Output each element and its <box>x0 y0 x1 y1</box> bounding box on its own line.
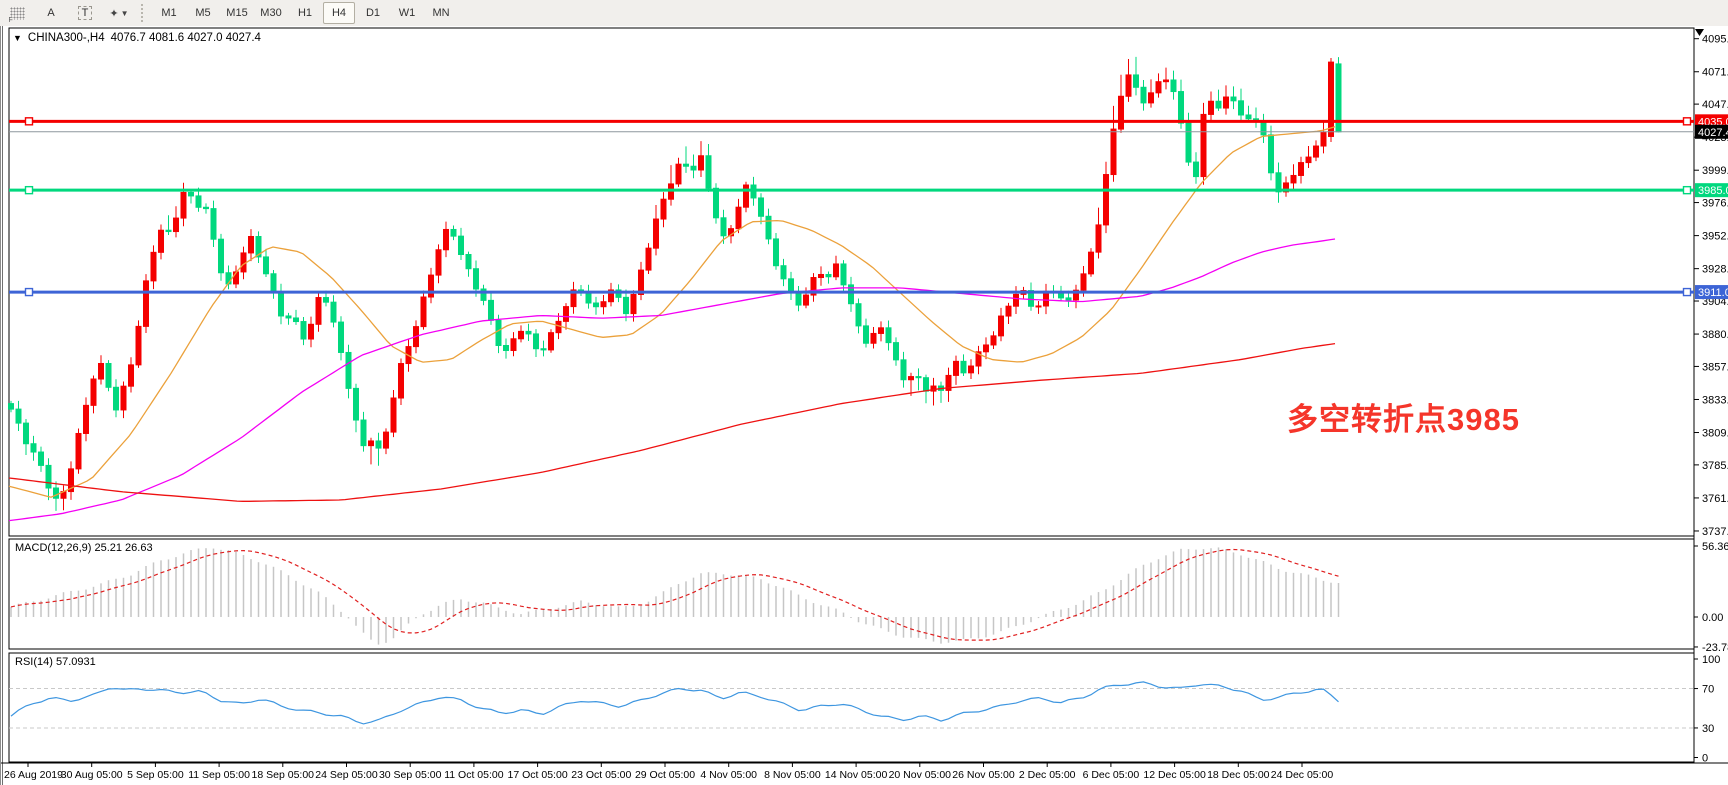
timeframe-button-m5[interactable]: M5 <box>195 7 211 19</box>
svg-text:17 Oct 05:00: 17 Oct 05:00 <box>508 769 568 781</box>
svg-text:4 Nov 05:00: 4 Nov 05:00 <box>700 769 757 781</box>
text-tool-button[interactable]: T <box>69 2 101 24</box>
ma-mid-line <box>8 238 1336 522</box>
macd-panel: 56.36 0.00 -23.78 <box>10 541 1728 654</box>
svg-text:14 Nov 05:00: 14 Nov 05:00 <box>825 769 888 781</box>
svg-text:18 Sep 05:00: 18 Sep 05:00 <box>252 769 315 781</box>
cursor-a-button[interactable]: A <box>35 2 67 24</box>
svg-text:3999.5: 3999.5 <box>1702 165 1728 177</box>
price-scale-marker-icon[interactable] <box>1695 29 1704 36</box>
svg-text:11 Oct 05:00: 11 Oct 05:00 <box>444 769 504 781</box>
chart-canvas[interactable]: 4095.04071.04047.54023.53999.53976.03952… <box>1 26 1728 785</box>
svg-text:30: 30 <box>1702 723 1714 735</box>
svg-text:0: 0 <box>1702 753 1708 765</box>
svg-text:30 Aug 05:00: 30 Aug 05:00 <box>61 769 123 781</box>
svg-text:3985.0: 3985.0 <box>1698 185 1728 197</box>
svg-text:56.36: 56.36 <box>1702 541 1728 553</box>
svg-text:0.00: 0.00 <box>1702 612 1723 624</box>
svg-text:100: 100 <box>1702 654 1720 666</box>
price-axis: 4095.04071.04047.54023.53999.53976.03952… <box>1694 34 1728 538</box>
svg-text:30 Sep 05:00: 30 Sep 05:00 <box>379 769 442 781</box>
macd-indicator-label: MACD(12,26,9) 25.21 26.63 <box>15 542 153 554</box>
dots-grid-icon: F <box>8 6 25 24</box>
rsi-indicator-label: RSI(14) 57.0931 <box>15 656 96 668</box>
svg-text:5 Sep 05:00: 5 Sep 05:00 <box>127 769 184 781</box>
svg-text:11 Sep 05:00: 11 Sep 05:00 <box>188 769 250 781</box>
svg-text:3976.0: 3976.0 <box>1702 198 1728 210</box>
macd-signal-line <box>10 548 1339 641</box>
timeframe-button-d1[interactable]: D1 <box>365 7 381 19</box>
timeframe-button-m1[interactable]: M1 <box>161 7 177 19</box>
svg-text:3952.0: 3952.0 <box>1702 231 1728 243</box>
timeframe-buttons: M1 M5 M15 M30 H1 H4 D1 W1 MN <box>152 0 458 26</box>
toolbar: F A T ✦ ▼ M1 M5 M15 M30 H1 H4 D1 W1 MN <box>0 0 1728 27</box>
svg-text:24 Dec 05:00: 24 Dec 05:00 <box>1271 769 1334 781</box>
svg-text:2 Dec 05:00: 2 Dec 05:00 <box>1019 769 1076 781</box>
svg-text:20 Nov 05:00: 20 Nov 05:00 <box>889 769 952 781</box>
timeframe-button-h1[interactable]: H1 <box>297 7 313 19</box>
chart-grid-icon[interactable]: F <box>1 2 33 24</box>
svg-text:23 Oct 05:00: 23 Oct 05:00 <box>571 769 631 781</box>
chart-title-symbol: CHINA300-,H4 <box>27 32 105 44</box>
chart-title: ▼ CHINA300-,H4 4076.7 4081.6 4027.0 4027… <box>13 32 261 44</box>
ma-fast-line <box>8 126 1336 498</box>
toolbar-left-tools: F A T ✦ ▼ <box>0 0 152 26</box>
svg-text:4027.4: 4027.4 <box>1698 127 1728 139</box>
svg-text:6 Dec 05:00: 6 Dec 05:00 <box>1083 769 1140 781</box>
svg-text:12 Dec 05:00: 12 Dec 05:00 <box>1143 769 1206 781</box>
svg-text:3833.0: 3833.0 <box>1702 394 1728 406</box>
svg-text:-23.78: -23.78 <box>1702 642 1728 654</box>
timeframe-button-m15[interactable]: M15 <box>226 7 248 19</box>
toolbar-separator <box>141 4 147 22</box>
svg-text:4071.0: 4071.0 <box>1702 67 1728 79</box>
svg-text:8 Nov 05:00: 8 Nov 05:00 <box>764 769 821 781</box>
chart-title-ohlc: 4076.7 4081.6 4027.0 4027.4 <box>110 32 261 44</box>
rsi-panel: 100 70 30 0 <box>9 654 1720 765</box>
svg-text:24 Sep 05:00: 24 Sep 05:00 <box>315 769 378 781</box>
svg-text:70: 70 <box>1702 684 1714 696</box>
chart-window[interactable]: 4095.04071.04047.54023.53999.53976.03952… <box>0 26 1728 785</box>
candles-layer <box>8 56 1342 511</box>
svg-text:3809.0: 3809.0 <box>1702 428 1728 440</box>
timeframe-button-h4[interactable]: H4 <box>323 2 355 24</box>
dropdown-caret-icon: ▼ <box>120 8 129 18</box>
grid-icon-letter: F <box>8 16 13 24</box>
chart-text-annotation[interactable]: 多空转折点3985 <box>1287 402 1520 437</box>
ma-slow-line <box>8 342 1336 502</box>
panel-borders <box>8 27 1695 763</box>
rsi-line <box>10 681 1339 725</box>
timeframe-button-mn[interactable]: MN <box>432 7 450 19</box>
svg-text:3911.0: 3911.0 <box>1698 287 1728 299</box>
svg-text:3737.5: 3737.5 <box>1702 526 1728 538</box>
svg-text:3785.5: 3785.5 <box>1702 460 1728 472</box>
svg-text:26 Nov 05:00: 26 Nov 05:00 <box>952 769 1015 781</box>
t-label: T <box>77 6 93 20</box>
objects-dropdown-button[interactable]: ✦ ▼ <box>103 2 135 24</box>
svg-text:3857.0: 3857.0 <box>1702 361 1728 373</box>
svg-text:4047.5: 4047.5 <box>1702 99 1728 111</box>
timeframe-button-m30[interactable]: M30 <box>260 7 282 19</box>
timeframe-button-w1[interactable]: W1 <box>398 7 416 19</box>
svg-text:18 Dec 05:00: 18 Dec 05:00 <box>1207 769 1270 781</box>
svg-text:3928.0: 3928.0 <box>1702 264 1728 276</box>
svg-text:3880.5: 3880.5 <box>1702 329 1728 341</box>
svg-text:26 Aug 2019: 26 Aug 2019 <box>4 769 63 781</box>
svg-text:29 Oct 05:00: 29 Oct 05:00 <box>635 769 695 781</box>
a-label: A <box>47 7 55 19</box>
svg-text:3761.5: 3761.5 <box>1702 493 1728 505</box>
symbol-dropdown-arrow-icon[interactable]: ▼ <box>13 33 22 43</box>
svg-text:4095.0: 4095.0 <box>1702 34 1728 46</box>
objects-icon: ✦ <box>109 7 119 20</box>
